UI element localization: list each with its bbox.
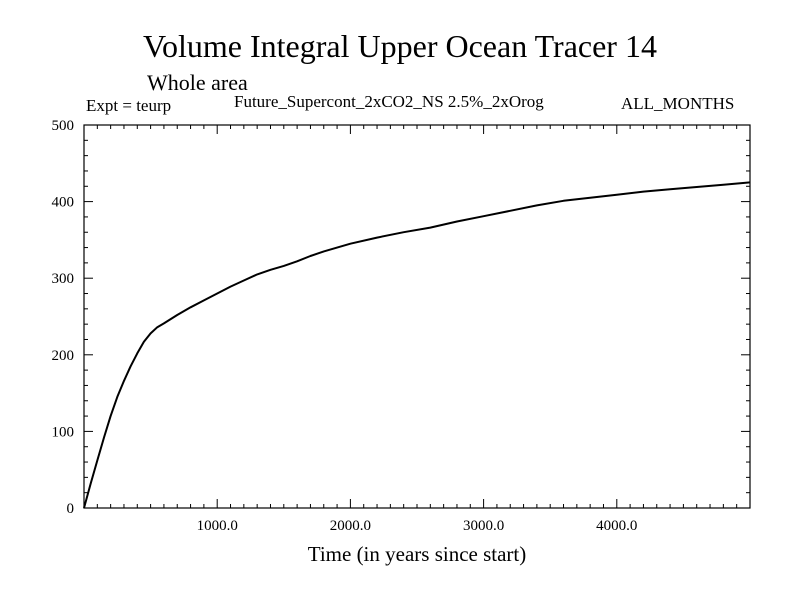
plot-frame: [83, 124, 751, 509]
y-tick-label: 0: [67, 501, 75, 517]
period-annotation: ALL_MONTHS: [621, 94, 735, 113]
x-tick-label: 2000.0: [330, 518, 371, 534]
tick-labels: 1000.0 2000.0 3000.0 4000.0 0 100 200 300 400 500: [52, 118, 638, 534]
x-tick-label: 3000.0: [463, 518, 504, 534]
y-tick-label: 200: [52, 348, 75, 364]
tick-marks: [83, 124, 751, 509]
series-lines: [83, 181, 751, 509]
experiment-annotation: Expt = teurp: [86, 96, 172, 115]
x-tick-label: 4000.0: [596, 518, 637, 534]
y-tick-label: 400: [52, 195, 75, 211]
y-tick-label: 100: [52, 424, 75, 440]
chart-subtitle: Whole area: [147, 70, 248, 95]
x-axis-label: Time (in years since start): [307, 542, 527, 566]
series-line: [83, 181, 751, 509]
axes: [83, 124, 751, 509]
x-tick-label: 1000.0: [197, 518, 238, 534]
y-tick-label: 300: [52, 271, 75, 287]
y-tick-label: 500: [52, 118, 75, 134]
chart-title: Volume Integral Upper Ocean Tracer 14: [143, 28, 657, 64]
run-annotation: Future_Supercont_2xCO2_NS 2.5%_2xOrog: [234, 92, 544, 111]
